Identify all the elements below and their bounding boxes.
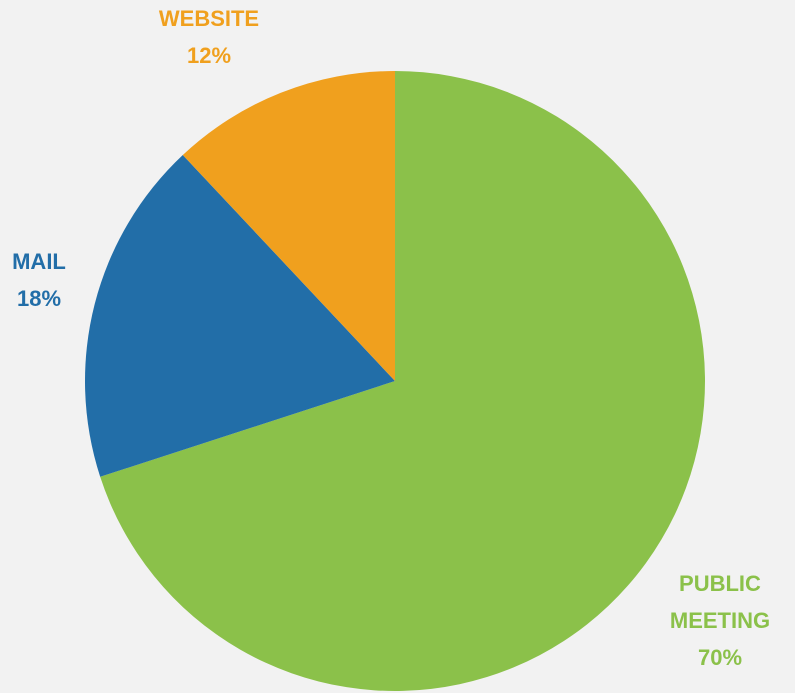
slice-value-label: 18%: [17, 286, 61, 311]
pie-slice: [100, 71, 705, 691]
slice-label: MAIL: [12, 249, 66, 274]
slice-value-label: 70%: [698, 645, 742, 670]
pie-slice: [85, 155, 395, 477]
slice-label: WEBSITE: [159, 6, 259, 31]
pie-slice: [182, 71, 395, 381]
slice-value-label: 12%: [187, 43, 231, 68]
slice-label: PUBLIC MEETING: [670, 571, 770, 633]
